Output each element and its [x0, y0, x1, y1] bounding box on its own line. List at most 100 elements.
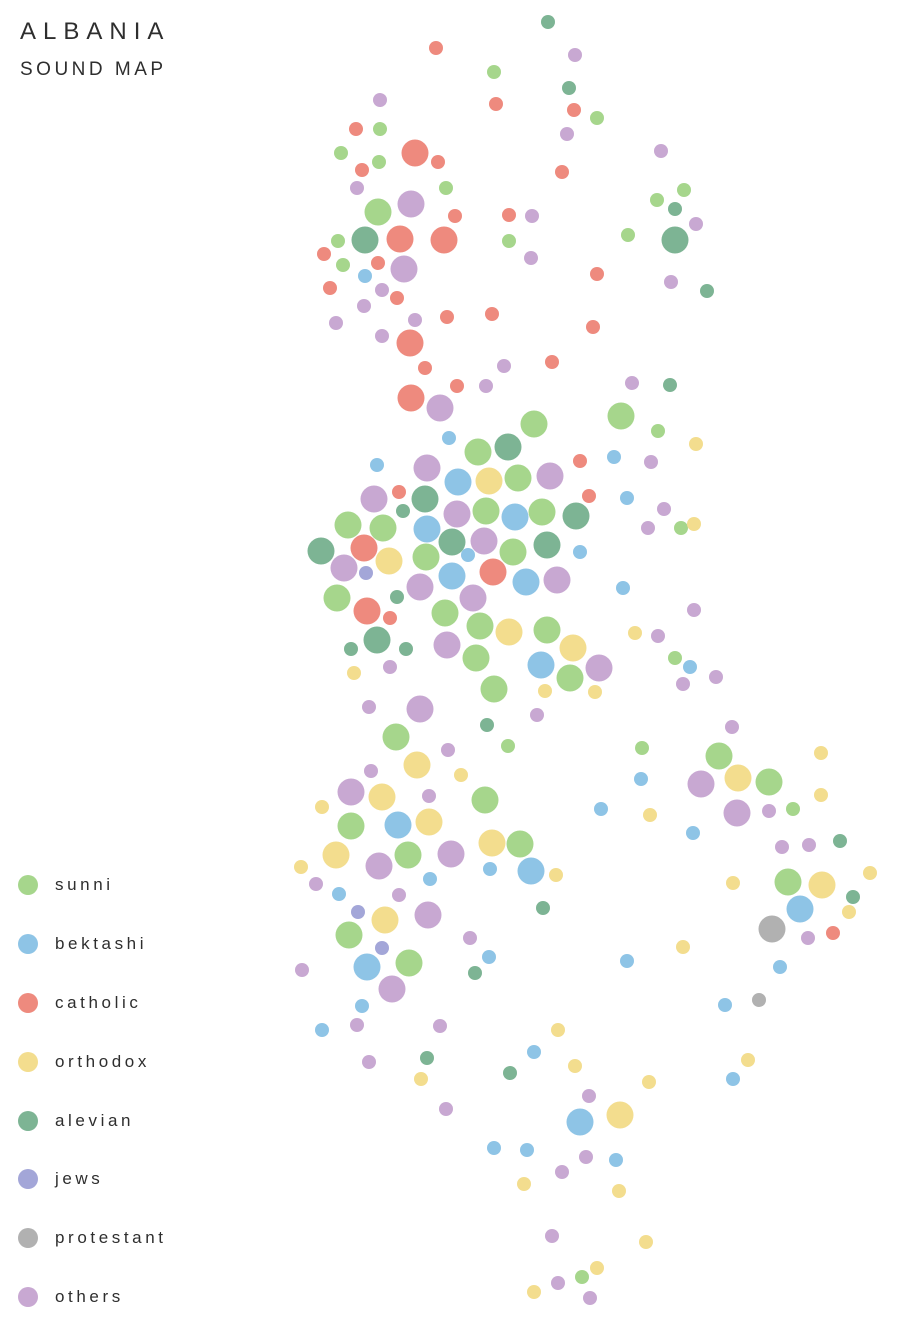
- sound-dot-orthodox[interactable]: [475, 467, 503, 495]
- sound-dot-sunni[interactable]: [786, 802, 800, 816]
- sound-dot-sunni[interactable]: [334, 146, 348, 160]
- sound-dot-catholic[interactable]: [826, 926, 840, 940]
- sound-dot-alevian[interactable]: [411, 485, 439, 513]
- sound-dot-alevian[interactable]: [562, 502, 590, 530]
- sound-dot-catholic[interactable]: [350, 534, 378, 562]
- sound-dot-others[interactable]: [583, 1291, 597, 1305]
- sound-dot-alevian[interactable]: [533, 531, 561, 559]
- sound-dot-orthodox[interactable]: [294, 860, 308, 874]
- sound-dot-catholic[interactable]: [448, 209, 462, 223]
- sound-dot-others[interactable]: [362, 1055, 376, 1069]
- sound-dot-bektashi[interactable]: [634, 772, 648, 786]
- sound-dot-alevian[interactable]: [833, 834, 847, 848]
- sound-dot-orthodox[interactable]: [741, 1053, 755, 1067]
- sound-dot-bektashi[interactable]: [686, 826, 700, 840]
- sound-dot-sunni[interactable]: [431, 599, 459, 627]
- sound-dot-sunni[interactable]: [462, 644, 490, 672]
- legend-item-others[interactable]: others: [18, 1268, 167, 1326]
- sound-dot-sunni[interactable]: [520, 410, 548, 438]
- sound-dot-jews[interactable]: [375, 941, 389, 955]
- sound-dot-orthodox[interactable]: [403, 751, 431, 779]
- sound-dot-others[interactable]: [392, 888, 406, 902]
- sound-dot-others[interactable]: [463, 931, 477, 945]
- sound-dot-bektashi[interactable]: [384, 811, 412, 839]
- sound-dot-sunni[interactable]: [412, 543, 440, 571]
- sound-dot-catholic[interactable]: [431, 155, 445, 169]
- sound-dot-others[interactable]: [551, 1276, 565, 1290]
- sound-dot-catholic[interactable]: [392, 485, 406, 499]
- sound-dot-catholic[interactable]: [401, 139, 429, 167]
- sound-dot-others[interactable]: [709, 670, 723, 684]
- sound-dot-protestant[interactable]: [758, 915, 786, 943]
- sound-dot-others[interactable]: [560, 127, 574, 141]
- sound-dot-others[interactable]: [330, 554, 358, 582]
- sound-dot-alevian[interactable]: [344, 642, 358, 656]
- sound-dot-bektashi[interactable]: [442, 431, 456, 445]
- sound-dot-bektashi[interactable]: [517, 857, 545, 885]
- sound-dot-orthodox[interactable]: [814, 746, 828, 760]
- sound-dot-sunni[interactable]: [635, 741, 649, 755]
- sound-dot-alevian[interactable]: [700, 284, 714, 298]
- sound-dot-catholic[interactable]: [397, 384, 425, 412]
- sound-dot-catholic[interactable]: [429, 41, 443, 55]
- sound-dot-sunni[interactable]: [382, 723, 410, 751]
- sound-dot-sunni[interactable]: [466, 612, 494, 640]
- sound-dot-bektashi[interactable]: [607, 450, 621, 464]
- sound-dot-sunni[interactable]: [464, 438, 492, 466]
- sound-dot-orthodox[interactable]: [527, 1285, 541, 1299]
- sound-dot-catholic[interactable]: [386, 225, 414, 253]
- sound-dot-sunni[interactable]: [394, 841, 422, 869]
- legend-item-orthodox[interactable]: orthodox: [18, 1032, 167, 1091]
- sound-dot-sunni[interactable]: [502, 234, 516, 248]
- sound-dot-others[interactable]: [543, 566, 571, 594]
- sound-dot-sunni[interactable]: [528, 498, 556, 526]
- sound-dot-catholic[interactable]: [396, 329, 424, 357]
- sound-dot-others[interactable]: [525, 209, 539, 223]
- sound-dot-orthodox[interactable]: [568, 1059, 582, 1073]
- sound-dot-others[interactable]: [329, 316, 343, 330]
- sound-dot-others[interactable]: [687, 603, 701, 617]
- sound-dot-sunni[interactable]: [323, 584, 351, 612]
- sound-dot-others[interactable]: [582, 1089, 596, 1103]
- sound-dot-others[interactable]: [433, 631, 461, 659]
- sound-dot-catholic[interactable]: [355, 163, 369, 177]
- sound-dot-alevian[interactable]: [480, 718, 494, 732]
- sound-dot-sunni[interactable]: [480, 675, 508, 703]
- sound-dot-sunni[interactable]: [335, 921, 363, 949]
- sound-dot-sunni[interactable]: [331, 234, 345, 248]
- sound-dot-catholic[interactable]: [323, 281, 337, 295]
- sound-dot-catholic[interactable]: [586, 320, 600, 334]
- sound-dot-orthodox[interactable]: [478, 829, 506, 857]
- sound-dot-sunni[interactable]: [395, 949, 423, 977]
- sound-dot-orthodox[interactable]: [842, 905, 856, 919]
- sound-dot-alevian[interactable]: [396, 504, 410, 518]
- sound-dot-orthodox[interactable]: [559, 634, 587, 662]
- sound-dot-orthodox[interactable]: [724, 764, 752, 792]
- sound-dot-others[interactable]: [657, 502, 671, 516]
- sound-dot-catholic[interactable]: [489, 97, 503, 111]
- sound-dot-bektashi[interactable]: [370, 458, 384, 472]
- sound-dot-catholic[interactable]: [555, 165, 569, 179]
- sound-dot-others[interactable]: [644, 455, 658, 469]
- sound-dot-bektashi[interactable]: [609, 1153, 623, 1167]
- sound-dot-others[interactable]: [654, 144, 668, 158]
- sound-dot-others[interactable]: [414, 901, 442, 929]
- sound-dot-others[interactable]: [459, 584, 487, 612]
- sound-dot-others[interactable]: [365, 852, 393, 880]
- sound-dot-orthodox[interactable]: [687, 517, 701, 531]
- sound-dot-orthodox[interactable]: [517, 1177, 531, 1191]
- sound-dot-sunni[interactable]: [369, 514, 397, 542]
- sound-dot-others[interactable]: [350, 181, 364, 195]
- sound-dot-others[interactable]: [397, 190, 425, 218]
- sound-dot-alevian[interactable]: [363, 626, 391, 654]
- sound-dot-others[interactable]: [437, 840, 465, 868]
- sound-dot-others[interactable]: [579, 1150, 593, 1164]
- sound-dot-others[interactable]: [762, 804, 776, 818]
- sound-dot-others[interactable]: [309, 877, 323, 891]
- sound-dot-others[interactable]: [378, 975, 406, 1003]
- sound-dot-catholic[interactable]: [545, 355, 559, 369]
- sound-dot-sunni[interactable]: [373, 122, 387, 136]
- sound-dot-alevian[interactable]: [668, 202, 682, 216]
- legend-item-catholic[interactable]: catholic: [18, 974, 167, 1033]
- sound-dot-alevian[interactable]: [468, 966, 482, 980]
